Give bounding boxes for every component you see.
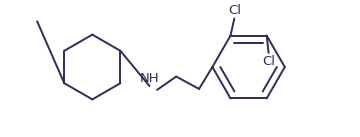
Text: NH: NH [140,72,159,85]
Text: Cl: Cl [262,55,275,68]
Text: Cl: Cl [228,4,241,17]
